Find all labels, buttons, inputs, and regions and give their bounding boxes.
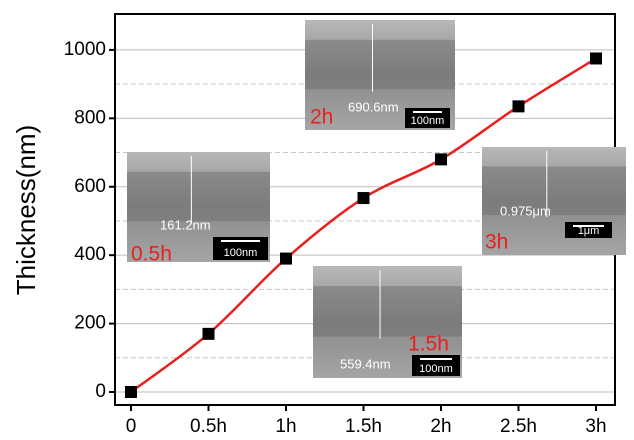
data-point [435, 153, 447, 166]
scale-bar-label: 1μm [578, 225, 600, 237]
y-tick-label: 600 [74, 176, 106, 197]
inset-label: 2h [310, 106, 333, 129]
x-tick-label: 1h [275, 416, 296, 437]
y-tick-label: 200 [74, 313, 106, 334]
y-tick-label: 800 [74, 107, 106, 128]
scale-bar-label: 100nm [224, 247, 258, 259]
scale-bar-box [412, 355, 460, 376]
measurement: 161.2nm [160, 217, 211, 232]
measurement: 0.975μm [500, 203, 551, 218]
sem-layer [127, 171, 270, 222]
x-tick-label: 1.5h [345, 416, 382, 437]
sem-layer [313, 286, 462, 337]
y-tick-label: 0 [95, 381, 106, 402]
measurement: 690.6nm [348, 99, 399, 114]
sem-layer [482, 166, 626, 216]
data-point [357, 192, 370, 205]
data-point [125, 386, 137, 399]
data-point [590, 52, 602, 65]
sem-inset: 559.4nm 100nm 1.5h [313, 266, 462, 378]
scale-bar-box [213, 237, 268, 260]
y-tick-label: 400 [74, 244, 106, 265]
inset-label: 1.5h [408, 333, 449, 356]
scale-bar-label: 100nm [419, 363, 453, 375]
inset-label: 3h [485, 231, 508, 254]
x-tick-label: 0 [126, 416, 137, 437]
x-tick-label: 0.5h [190, 416, 227, 437]
x-tick-label: 3h [585, 416, 606, 437]
data-point [280, 252, 292, 265]
y-axis-label: Thickness(nm) [11, 125, 41, 295]
sem-layer [305, 39, 455, 90]
inset-label: 0.5h [131, 243, 172, 266]
data-point [512, 100, 525, 113]
scale-bar-label: 100nm [411, 115, 445, 127]
x-tick-label: 2h [430, 416, 451, 437]
x-tick-label: 2.5h [500, 416, 537, 437]
measurement: 559.4nm [340, 356, 391, 371]
sem-inset: 0.975μm 1μm 3h [482, 147, 626, 255]
sem-inset: 690.6nm 100nm 2h [305, 20, 455, 130]
y-tick-label: 1000 [64, 39, 106, 60]
data-point [202, 327, 215, 340]
sem-inset: 161.2nm 100nm 0.5h [127, 152, 270, 266]
